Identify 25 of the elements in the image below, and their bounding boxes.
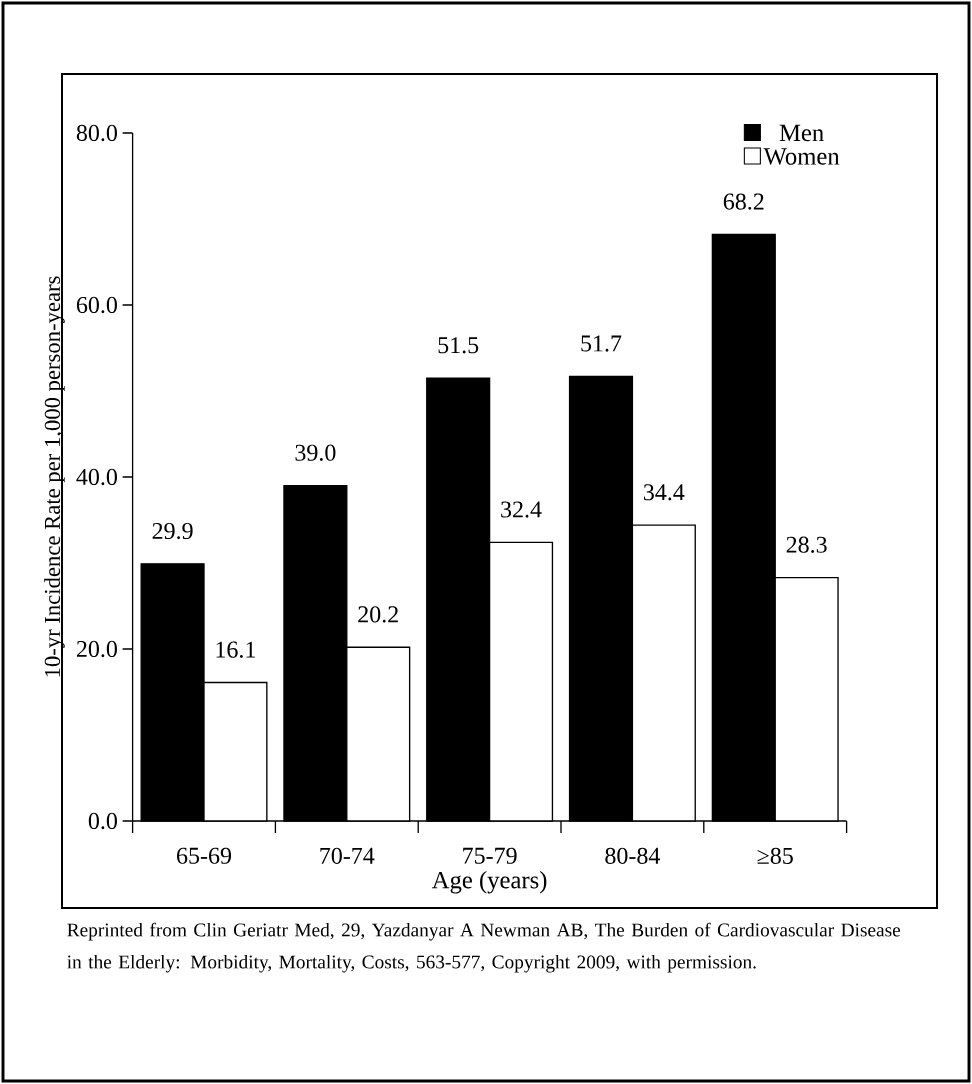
- x-tick-label: 65-69: [177, 847, 232, 864]
- data-label: 20.2: [358, 606, 398, 623]
- data-label: 34.4: [643, 484, 685, 501]
- x-tick-label: 80-84: [605, 847, 661, 864]
- y-tick-label: 0.0: [88, 812, 117, 830]
- legend-label: Women: [763, 148, 840, 165]
- data-label: 28.3: [786, 536, 827, 553]
- data-label: 39.0: [295, 444, 336, 461]
- legend-label: Men: [779, 124, 824, 142]
- data-label: 16.1: [216, 641, 255, 658]
- data-label: 51.7: [581, 335, 622, 352]
- y-tick-label: 80.0: [76, 124, 117, 142]
- data-label: 32.4: [501, 501, 542, 518]
- data-label: 68.2: [723, 193, 764, 210]
- data-label: 51.5: [438, 337, 479, 354]
- x-axis-title: Age (years): [431, 871, 547, 894]
- x-tick-label: 70-74: [320, 847, 375, 864]
- y-tick-label: 20.0: [76, 640, 117, 658]
- text: Reprinted from Clin Geriatr Med, 29, Yazdanyar A Newman AB, The Burden of Cardiovascular Disease in the Elderly: Morbidity, Mortality, Costs, 563-577, Copyright 2009, with permission.: [67, 922, 901, 973]
- y-tick-label: 40.0: [76, 468, 117, 486]
- x-tick-label: ≥85: [757, 847, 793, 864]
- data-label: 29.9: [152, 522, 193, 540]
- y-axis-title: 10-yr Incidence Rate per 1,000 person-years: [44, 276, 65, 677]
- x-tick-label: 75-79: [463, 847, 517, 864]
- y-tick-label: 60.0: [76, 296, 117, 314]
